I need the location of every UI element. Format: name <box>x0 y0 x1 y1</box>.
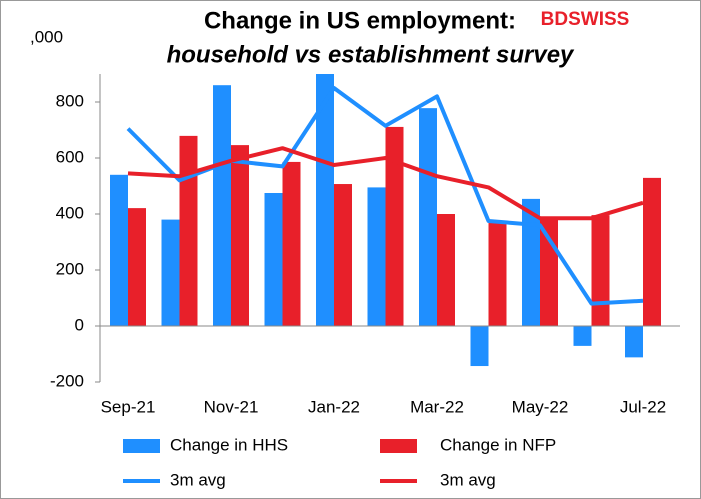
x-tick-label: Jul-22 <box>620 397 666 416</box>
x-tick-label: Jan-22 <box>308 397 360 416</box>
y-tick-label: 200 <box>56 259 84 278</box>
y-tick-label: 0 <box>75 315 84 334</box>
bar <box>522 198 540 326</box>
legend-label: 3m avg <box>170 470 226 489</box>
bar <box>540 217 558 326</box>
bar <box>591 215 610 326</box>
x-tick-label: Nov-21 <box>204 397 259 416</box>
legend-label: 3m avg <box>440 470 496 489</box>
bar <box>470 326 489 367</box>
bar <box>128 208 146 326</box>
bar <box>334 184 352 326</box>
x-tick-label: Mar-22 <box>410 397 464 416</box>
bar <box>264 193 283 326</box>
bar <box>643 177 661 326</box>
chart-subtitle: household vs establishment survey <box>167 41 575 68</box>
y-unit-label: ,000 <box>30 27 63 46</box>
bar <box>385 126 404 326</box>
line <box>127 146 644 221</box>
y-tick-label: 800 <box>56 91 84 110</box>
legend-swatch <box>380 439 417 453</box>
y-tick-label: 400 <box>56 203 84 222</box>
y-tick-label: 600 <box>56 147 84 166</box>
bar <box>161 219 180 326</box>
x-tick-label: Sep-21 <box>101 397 156 416</box>
bar <box>419 108 437 326</box>
plot-area <box>110 74 661 367</box>
bar <box>625 326 643 358</box>
bar <box>437 214 455 326</box>
bar <box>231 145 249 326</box>
chart-title: Change in US employment: <box>204 7 516 34</box>
legend-label: Change in NFP <box>440 435 556 454</box>
x-tick-label: May-22 <box>512 397 569 416</box>
legend-label: Change in HHS <box>170 435 288 454</box>
bar <box>367 187 386 326</box>
logo: BDSWISS <box>541 9 630 30</box>
bar <box>488 222 507 326</box>
bar <box>316 74 334 326</box>
legend-swatch <box>123 439 160 453</box>
bar <box>573 326 592 346</box>
bar <box>213 85 231 326</box>
y-tick-label: -200 <box>50 371 84 390</box>
bar <box>282 161 301 326</box>
bar <box>179 135 198 326</box>
bar <box>110 174 128 326</box>
